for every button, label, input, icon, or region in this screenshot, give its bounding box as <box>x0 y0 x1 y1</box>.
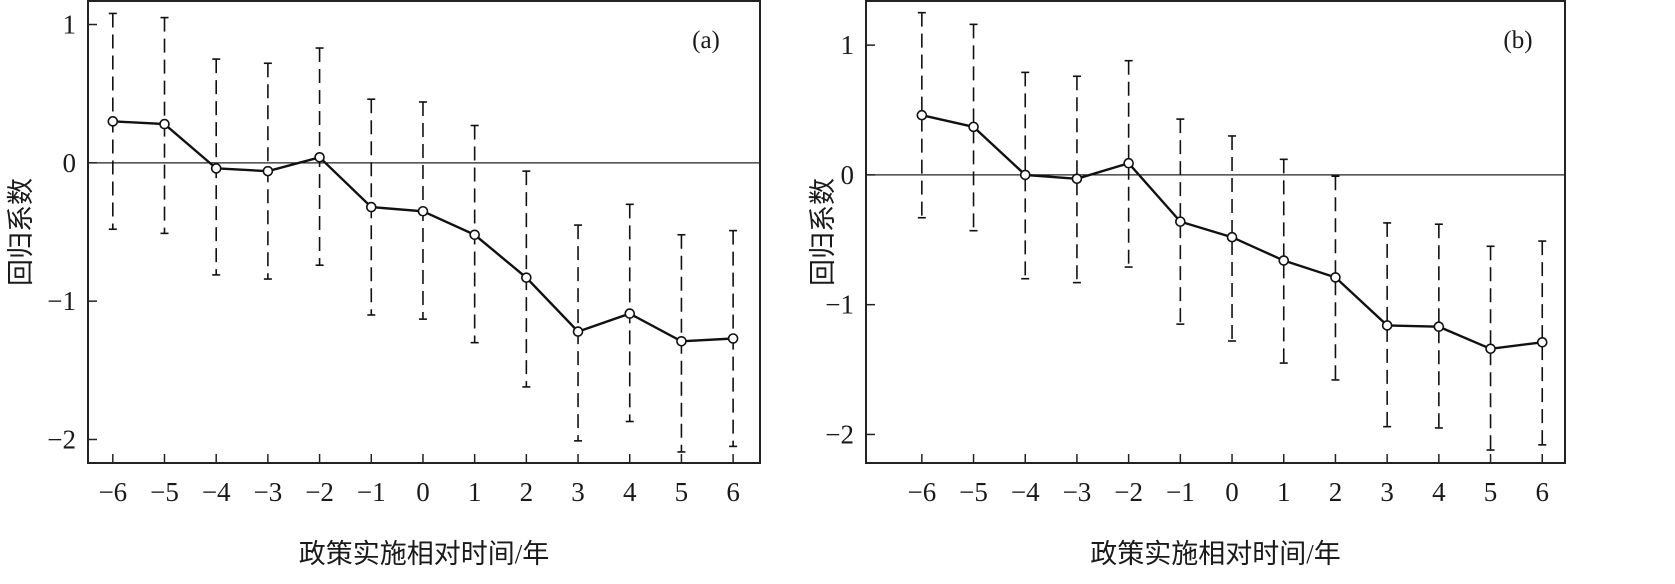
x-tick-label: −5 <box>959 477 988 507</box>
x-tick-label: −1 <box>1166 477 1195 507</box>
y-tick-label: −2 <box>47 424 76 454</box>
data-point <box>1019 169 1031 181</box>
data-point <box>417 205 429 217</box>
data-point <box>1330 272 1341 283</box>
data-point <box>107 116 119 127</box>
x-tick-label: 6 <box>726 477 740 507</box>
x-tick-label: −3 <box>254 477 283 507</box>
data-point <box>262 165 274 177</box>
data-point <box>314 152 325 163</box>
data-point <box>1485 343 1496 355</box>
x-tick-label: −4 <box>202 477 231 507</box>
data-point <box>1071 173 1083 185</box>
panel-a: 1 0 −1 −2 −6 −5 −4 −3 −2 −1 0 1 2 3 4 5 6 (a) 政策实施相对时间/年 回归… <box>6 0 761 569</box>
y-tick-label: 0 <box>63 148 77 178</box>
data-point <box>572 326 584 337</box>
x-tick-label: 3 <box>1380 477 1394 507</box>
x-tick-label: 1 <box>1277 477 1291 507</box>
data-point <box>1278 255 1290 266</box>
x-tick-label: 5 <box>1484 477 1498 507</box>
data-point <box>210 163 222 174</box>
panel-label: (a) <box>692 27 720 54</box>
x-tick-label: −2 <box>305 477 334 507</box>
panel-b: 1 0 −1 −2 −6 −5 −4 −3 −2 −1 0 1 2 3 4 5 6 (b) 政策实施相对时间/年 回归… <box>808 0 1566 569</box>
x-tick-label: 4 <box>623 477 637 507</box>
data-point <box>159 118 170 130</box>
y-tick-label: 0 <box>841 160 855 190</box>
x-tick-label: −6 <box>98 477 127 507</box>
x-tick-label: 3 <box>571 477 585 507</box>
y-axis-label: 回归系数 <box>6 178 36 286</box>
data-point <box>916 109 928 121</box>
y-axis-label: 回归系数 <box>808 178 838 286</box>
data-point <box>365 201 377 213</box>
y-tick-label: −2 <box>825 419 854 449</box>
x-tick-label: 4 <box>1432 477 1446 507</box>
x-tick-label: 0 <box>416 477 430 507</box>
data-point <box>521 272 532 283</box>
data-point <box>676 335 687 347</box>
data-point <box>727 333 739 344</box>
y-tick-label: −1 <box>825 290 854 320</box>
data-point <box>1536 337 1548 348</box>
data-point <box>1433 321 1445 333</box>
data-point <box>1381 320 1393 331</box>
x-tick-label: −5 <box>150 477 179 507</box>
plot-frame <box>865 0 1566 464</box>
x-tick-label: −6 <box>907 477 936 507</box>
x-axis-label: 政策实施相对时间/年 <box>1090 539 1341 569</box>
data-point <box>469 229 480 241</box>
x-tick-label: −3 <box>1063 477 1092 507</box>
data-point <box>1175 216 1186 227</box>
data-point <box>1123 157 1134 169</box>
x-tick-label: 5 <box>675 477 689 507</box>
x-tick-label: 0 <box>1225 477 1239 507</box>
x-tick-label: 1 <box>468 477 482 507</box>
x-tick-label: 2 <box>1329 477 1343 507</box>
x-tick-label: −1 <box>357 477 386 507</box>
y-tick-label: 1 <box>841 30 855 60</box>
plot-frame <box>87 0 761 464</box>
x-tick-label: 6 <box>1536 477 1550 507</box>
data-point <box>968 121 979 133</box>
panel-label: (b) <box>1503 27 1532 54</box>
y-tick-label: 1 <box>63 10 77 40</box>
data-point <box>1226 231 1238 243</box>
data-point <box>624 308 636 319</box>
x-tick-label: 2 <box>520 477 534 507</box>
x-tick-label: −4 <box>1011 477 1040 507</box>
x-axis-label: 政策实施相对时间/年 <box>299 539 550 569</box>
x-tick-label: −2 <box>1114 477 1143 507</box>
y-tick-label: −1 <box>47 286 76 316</box>
